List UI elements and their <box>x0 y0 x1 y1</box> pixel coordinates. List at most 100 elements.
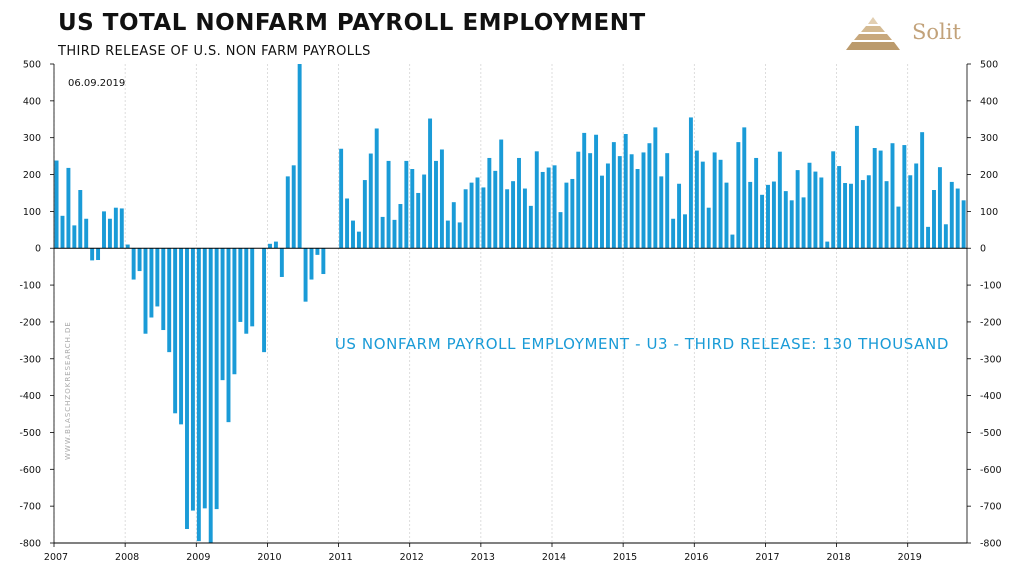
bar <box>232 248 237 375</box>
bar <box>760 194 765 249</box>
bar <box>137 248 142 272</box>
bar <box>356 231 361 249</box>
bar <box>896 206 901 249</box>
bar <box>434 160 438 249</box>
x-tick-label: 2018 <box>826 552 850 563</box>
bar <box>688 117 693 249</box>
bar <box>517 157 521 249</box>
bar <box>837 166 842 249</box>
y-tick-label-left: -800 <box>19 539 41 550</box>
bar <box>789 200 794 249</box>
bar <box>167 248 172 353</box>
y-tick-label-right: -500 <box>980 428 1002 439</box>
y-tick-label-right: -800 <box>980 539 1002 550</box>
bar <box>600 175 604 249</box>
bars <box>54 64 966 543</box>
bar <box>107 218 112 249</box>
x-tick-label: 2009 <box>186 552 210 563</box>
bar <box>540 171 545 249</box>
x-tick-label: 2016 <box>684 552 708 563</box>
bar <box>125 244 130 249</box>
bar <box>422 174 427 249</box>
y-tick-label-left: -100 <box>19 281 41 292</box>
bar <box>54 160 59 249</box>
bar <box>66 167 71 249</box>
bar <box>392 219 397 249</box>
x-tick-label: 2011 <box>328 552 352 563</box>
bar <box>902 145 907 249</box>
bar <box>457 222 462 249</box>
y-tick-label-left: -400 <box>19 391 41 402</box>
bar <box>250 248 255 327</box>
bar <box>795 170 800 249</box>
bar <box>475 177 480 249</box>
bar <box>72 225 77 249</box>
bar <box>351 220 355 249</box>
y-tick-label-left: -700 <box>19 502 41 513</box>
x-tick-label: 2013 <box>471 552 495 563</box>
bar <box>605 163 610 249</box>
y-tick-label-right: -600 <box>980 465 1002 476</box>
y-tick-label-right: 400 <box>980 96 998 107</box>
bar <box>777 151 782 249</box>
bar <box>380 216 385 249</box>
y-tick-label-left: 400 <box>23 96 41 107</box>
bar <box>754 157 759 249</box>
bar <box>410 169 415 249</box>
y-tick-label-left: -300 <box>19 354 41 365</box>
bar <box>493 170 498 249</box>
bar <box>155 248 160 307</box>
bar <box>766 184 770 249</box>
bar <box>161 248 166 331</box>
bar <box>849 183 853 249</box>
y-tick-label-left: -500 <box>19 428 41 439</box>
bar <box>908 175 913 249</box>
watermark-text: WWW.BLASCHZOKRESEARCH.DE <box>64 321 72 460</box>
bar <box>297 64 302 249</box>
bar <box>451 202 456 249</box>
bar <box>90 248 95 261</box>
logo-text: Solit <box>912 20 961 44</box>
bar <box>84 218 89 249</box>
bar <box>374 128 379 249</box>
page-subtitle: THIRD RELEASE OF U.S. NON FARM PAYROLLS <box>58 44 371 59</box>
bar <box>594 134 599 249</box>
bar <box>179 248 184 425</box>
bar <box>339 148 344 249</box>
bar <box>499 139 504 249</box>
bar <box>149 248 154 318</box>
y-tick-label-right: -400 <box>980 391 1002 402</box>
bar <box>505 189 510 249</box>
bar <box>558 212 563 249</box>
y-tick-label-right: 300 <box>980 133 998 144</box>
bar <box>635 169 640 249</box>
bar <box>647 143 652 249</box>
bar <box>706 207 711 249</box>
solit-logo: Solit <box>842 14 982 54</box>
bar <box>404 160 409 249</box>
bar <box>416 192 421 249</box>
bar <box>321 248 326 275</box>
y-tick-label-right: 100 <box>980 207 998 218</box>
bar <box>914 163 919 249</box>
bar <box>214 248 219 510</box>
bar <box>801 197 806 249</box>
bar <box>511 181 516 249</box>
bar <box>866 175 871 249</box>
x-tick-label: 2012 <box>400 552 424 563</box>
y-tick-label-right: 200 <box>980 170 998 181</box>
y-tick-label-right: -700 <box>980 502 1002 513</box>
bar <box>564 182 569 249</box>
y-tick-label-left: -200 <box>19 317 41 328</box>
bar <box>677 183 682 249</box>
y-tick-label-left: 200 <box>23 170 41 181</box>
bar <box>683 214 687 249</box>
bar <box>220 248 225 381</box>
bar <box>143 248 148 334</box>
bar <box>920 132 925 249</box>
bar <box>860 180 865 249</box>
bar <box>78 190 83 249</box>
y-tick-label-right: -200 <box>980 317 1002 328</box>
x-tick-label: 2015 <box>613 552 637 563</box>
